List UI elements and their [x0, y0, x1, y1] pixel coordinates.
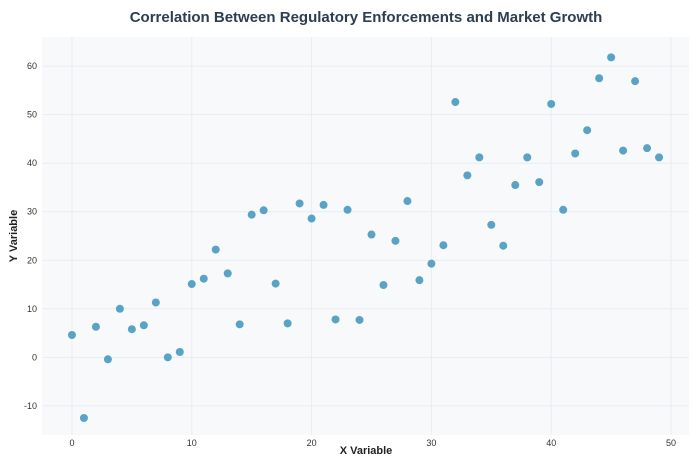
data-point: [475, 153, 484, 162]
x-tick-label: 0: [69, 438, 74, 448]
data-point: [583, 126, 592, 135]
x-tick-label: 40: [546, 438, 556, 448]
y-tick-label: 40: [27, 158, 37, 168]
data-point: [67, 331, 76, 340]
data-point: [187, 280, 196, 289]
data-point: [631, 77, 640, 86]
data-point: [151, 298, 160, 307]
y-axis-label: Y Variable: [8, 210, 20, 262]
data-point: [643, 144, 652, 153]
data-point: [415, 276, 424, 285]
plot-area: [42, 37, 689, 435]
data-point: [103, 355, 112, 364]
data-point: [199, 274, 208, 283]
data-point: [427, 259, 436, 268]
data-point: [343, 205, 352, 214]
data-point: [547, 99, 556, 108]
y-tick-label: 10: [27, 304, 37, 314]
x-tick-label: 50: [666, 438, 676, 448]
data-point: [283, 319, 292, 328]
data-point: [463, 171, 472, 180]
y-tick-label: 60: [27, 61, 37, 71]
data-point: [175, 348, 184, 357]
data-point: [595, 74, 604, 83]
data-point: [331, 315, 340, 324]
data-point: [223, 269, 232, 278]
data-point: [571, 149, 580, 158]
x-tick-label: 10: [187, 438, 197, 448]
data-point: [499, 241, 508, 250]
data-point: [391, 236, 400, 245]
data-point: [163, 353, 172, 362]
data-point: [295, 199, 304, 208]
data-points: [67, 53, 664, 423]
data-point: [559, 205, 568, 214]
data-point: [127, 325, 136, 334]
data-point: [307, 214, 316, 223]
x-tick-label: 30: [426, 438, 436, 448]
x-axis-label: X Variable: [340, 445, 393, 457]
data-point: [211, 245, 220, 254]
data-point: [439, 241, 448, 250]
y-tick-label: 50: [27, 110, 37, 120]
data-point: [607, 53, 616, 62]
data-point: [535, 178, 544, 187]
data-point: [511, 181, 520, 190]
data-point: [319, 200, 328, 209]
data-point: [379, 281, 388, 290]
y-tick-label: -10: [24, 401, 37, 411]
data-point: [655, 153, 664, 162]
y-tick-label: 0: [32, 352, 37, 362]
data-point: [91, 322, 100, 331]
data-point: [259, 206, 268, 215]
data-point: [79, 414, 88, 423]
axis-ticks: 0 10 20 30 40 50 -10 0 10 20 30 40 50 60: [24, 61, 676, 448]
data-point: [403, 197, 412, 206]
data-point: [247, 210, 256, 219]
data-point: [451, 98, 460, 107]
y-tick-label: 20: [27, 255, 37, 265]
data-point: [355, 315, 364, 324]
data-point: [139, 321, 148, 330]
chart-title: Correlation Between Regulatory Enforceme…: [130, 9, 603, 26]
data-point: [487, 220, 496, 229]
y-tick-label: 30: [27, 207, 37, 217]
grid-lines: [42, 37, 689, 435]
data-point: [271, 279, 280, 288]
data-point: [235, 320, 244, 329]
data-point: [367, 230, 376, 239]
data-point: [523, 153, 532, 162]
data-point: [115, 304, 124, 313]
data-point: [619, 146, 628, 155]
x-tick-label: 20: [307, 438, 317, 448]
